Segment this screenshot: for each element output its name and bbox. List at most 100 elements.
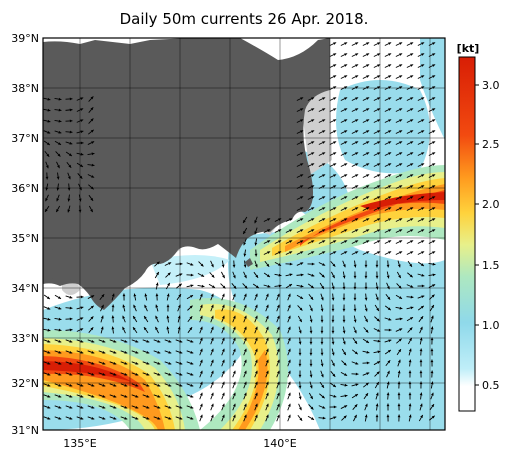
current-arrow	[364, 304, 368, 312]
current-arrow	[419, 326, 423, 334]
current-arrow	[155, 326, 159, 334]
current-arrow	[87, 174, 95, 178]
current-arrow	[296, 229, 304, 233]
current-arrow	[232, 414, 236, 422]
current-arrow	[55, 151, 61, 157]
current-arrow	[142, 394, 150, 398]
current-arrow	[362, 152, 370, 156]
current-arrow	[56, 161, 60, 169]
current-arrow	[329, 174, 337, 178]
current-arrow	[232, 326, 236, 334]
current-arrow	[154, 261, 160, 267]
current-arrow	[384, 305, 392, 311]
current-arrow	[351, 75, 359, 79]
current-arrow	[406, 218, 414, 222]
current-arrow	[87, 129, 95, 135]
colorbar-gradient	[458, 56, 476, 412]
current-arrow	[430, 315, 434, 323]
current-arrow	[320, 293, 324, 301]
current-arrow	[309, 326, 313, 334]
current-arrow	[197, 284, 205, 288]
current-arrow	[374, 381, 380, 389]
current-arrow	[265, 337, 269, 345]
colorbar-tick-3-0: 3.0	[482, 79, 500, 92]
current-arrow	[276, 370, 280, 378]
current-arrow	[408, 370, 412, 378]
current-arrow	[166, 326, 170, 334]
current-arrow	[165, 272, 171, 278]
current-arrow	[309, 370, 313, 378]
current-arrow	[243, 348, 247, 356]
current-arrow	[44, 150, 50, 158]
current-arrow	[385, 359, 391, 367]
current-arrow	[87, 163, 95, 167]
map-title: Daily 50m currents 26 Apr. 2018.	[120, 10, 369, 28]
current-arrow	[287, 370, 291, 378]
current-arrow	[55, 205, 61, 213]
current-arrow	[143, 315, 149, 323]
current-arrow	[340, 97, 348, 101]
current-arrow	[340, 64, 348, 68]
current-arrow	[384, 97, 392, 101]
current-arrow	[353, 271, 357, 279]
current-arrow	[408, 381, 412, 389]
current-arrow	[111, 304, 115, 312]
current-arrow	[285, 229, 293, 233]
current-arrow	[298, 359, 302, 367]
current-arrow	[187, 326, 193, 334]
current-arrow	[307, 141, 315, 145]
current-arrow	[386, 282, 390, 290]
current-arrow	[198, 261, 204, 267]
current-arrow	[243, 304, 247, 312]
current-arrow	[351, 185, 359, 189]
current-arrow	[384, 130, 392, 134]
current-arrow	[307, 240, 315, 244]
current-arrow	[220, 271, 226, 279]
current-arrow	[131, 405, 139, 409]
current-arrow	[373, 350, 381, 354]
current-arrow	[221, 304, 225, 312]
current-arrow	[373, 251, 381, 255]
current-arrow	[254, 392, 258, 400]
current-arrow	[318, 416, 326, 420]
current-arrow	[428, 196, 436, 200]
current-arrow	[187, 305, 193, 311]
current-arrow	[428, 141, 436, 145]
current-arrow	[428, 207, 436, 211]
current-arrow	[166, 315, 170, 323]
current-arrow	[56, 172, 60, 180]
current-arrow	[243, 315, 247, 323]
current-arrow	[341, 360, 347, 366]
current-arrow	[362, 185, 370, 189]
current-arrow	[406, 152, 414, 156]
current-arrow	[65, 130, 73, 134]
current-arrow	[428, 97, 436, 101]
current-arrow	[395, 86, 403, 90]
current-arrow	[164, 405, 172, 409]
current-arrow	[76, 350, 84, 354]
current-arrow	[186, 416, 194, 420]
current-arrow	[351, 108, 359, 112]
current-arrow	[340, 251, 348, 255]
current-arrow	[397, 359, 401, 367]
colorbar-unit: [kt]	[457, 42, 480, 55]
current-arrow	[417, 251, 425, 255]
current-arrow	[153, 361, 161, 365]
current-arrow	[76, 361, 84, 365]
current-arrow	[199, 326, 203, 334]
current-arrow	[99, 293, 105, 301]
current-arrow	[175, 372, 183, 376]
current-arrow	[417, 64, 425, 68]
current-arrow	[131, 361, 139, 365]
current-arrow	[329, 207, 337, 211]
current-arrow	[397, 260, 401, 268]
current-arrow	[98, 361, 106, 365]
current-arrow	[373, 64, 381, 68]
current-arrow	[265, 304, 269, 312]
current-arrow	[329, 229, 337, 233]
current-arrow	[342, 293, 346, 301]
current-arrow	[384, 229, 392, 233]
noto-peninsula	[150, 122, 170, 138]
current-arrow	[76, 306, 84, 310]
current-arrow	[340, 207, 348, 211]
